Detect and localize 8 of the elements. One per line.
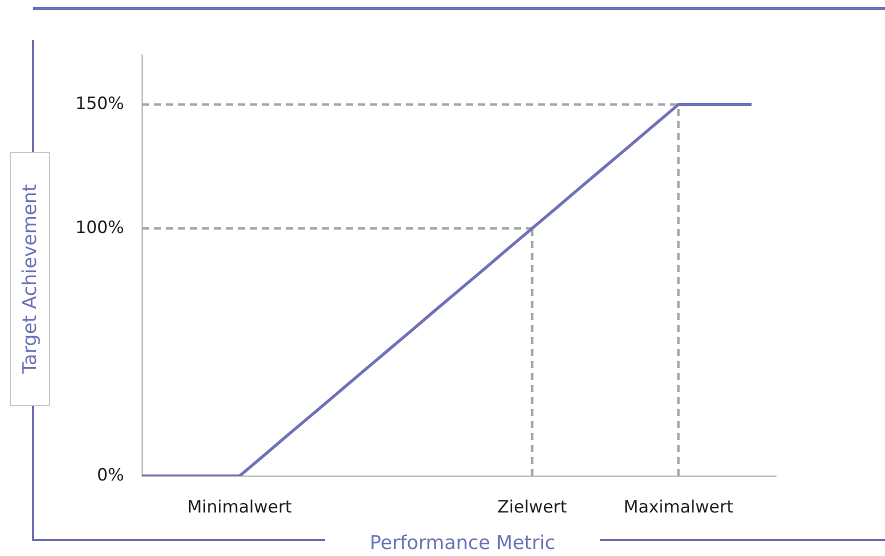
x-axis-title: Performance Metric (325, 530, 600, 556)
y-tick-label: 150% (75, 94, 124, 114)
y-axis-title: Target Achievement (19, 184, 42, 374)
x-tick-label: Minimalwert (187, 498, 292, 518)
x-tick-label: Maximalwert (624, 498, 734, 518)
y-tick-label: 100% (75, 218, 124, 238)
x-tick-label: Zielwert (497, 498, 568, 518)
y-tick-label: 0% (97, 465, 124, 486)
